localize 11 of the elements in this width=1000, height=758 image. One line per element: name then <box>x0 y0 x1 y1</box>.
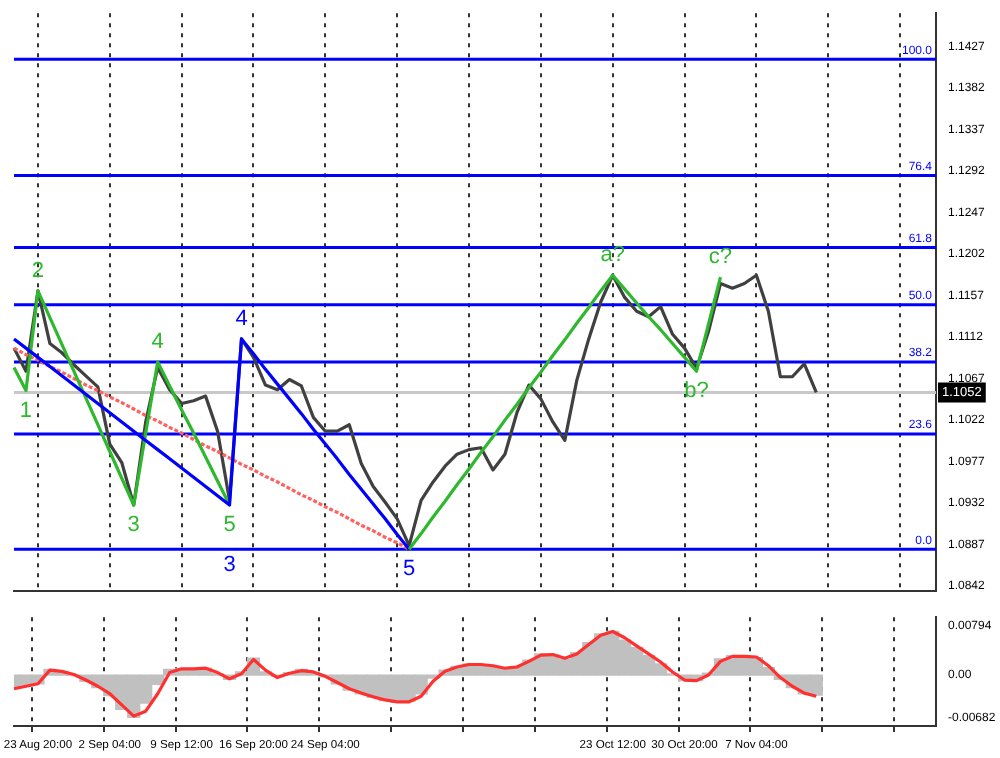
annotation: 5 <box>223 513 236 538</box>
annotation: 3 <box>223 553 236 578</box>
annotation: c? <box>708 245 733 270</box>
annotation: 5 <box>403 557 416 582</box>
annotation: 3 <box>127 513 140 538</box>
annotation: 4 <box>235 306 248 331</box>
annotation: 4 <box>151 330 164 355</box>
annotation: b? <box>684 379 709 404</box>
annotation: 2 <box>31 258 45 283</box>
annotation: a? <box>600 243 625 268</box>
annotation: 1 <box>19 398 33 423</box>
